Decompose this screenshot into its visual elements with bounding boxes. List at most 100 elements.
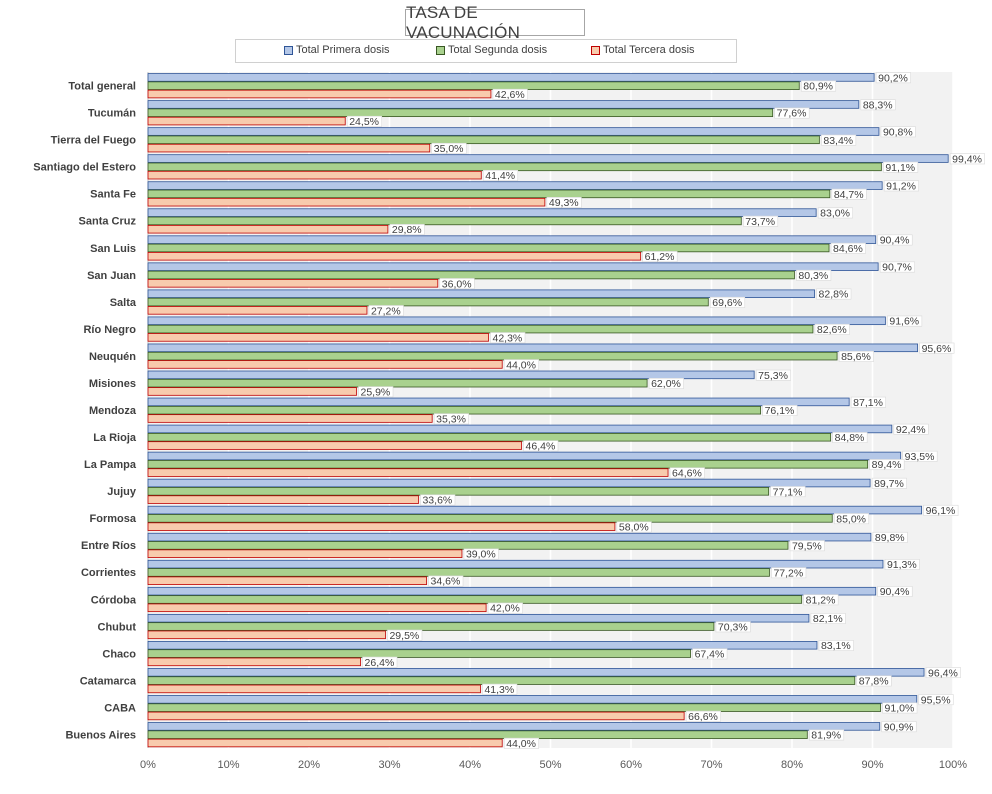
bar (147, 100, 860, 109)
data-label-box (817, 207, 853, 219)
data-label: 44,0% (506, 359, 536, 371)
data-label: 89,8% (875, 532, 905, 544)
data-label-box (503, 359, 540, 371)
data-label-box (642, 251, 678, 263)
bar (147, 252, 642, 261)
data-label: 36,0% (442, 278, 472, 290)
data-label: 82,8% (819, 289, 849, 301)
data-label-box (771, 567, 807, 579)
bar (147, 460, 869, 469)
bar (147, 630, 386, 640)
data-label: 81,9% (811, 730, 841, 742)
bar (147, 695, 918, 704)
bar (147, 478, 871, 488)
bar (147, 224, 389, 234)
data-label-box (814, 323, 850, 335)
data-label-box (431, 142, 467, 154)
data-label-box (893, 423, 929, 435)
legend-label-tercera: Total Tercera dosis (603, 44, 695, 56)
bar (147, 668, 925, 677)
legend-label-segunda: Total Segunda dosis (448, 44, 548, 56)
bar (147, 711, 685, 721)
data-label-box (428, 575, 464, 587)
x-tick-label: 100% (939, 759, 967, 771)
x-tick-label: 90% (861, 759, 883, 771)
legend-item-segunda: Total Segunda dosis (436, 44, 547, 56)
x-tick-label: 0% (140, 759, 156, 771)
bar (147, 81, 800, 90)
category-label: Corrientes (81, 567, 136, 579)
data-label: 87,8% (859, 676, 889, 688)
bar (147, 170, 482, 180)
data-label: 85,6% (841, 351, 871, 363)
bar (147, 495, 419, 504)
data-label-box (709, 296, 746, 308)
data-label-box (871, 477, 907, 489)
bar (147, 297, 709, 307)
x-tick-label: 30% (378, 759, 400, 771)
bar (147, 116, 346, 126)
data-label-box (860, 99, 896, 111)
category-label: CABA (104, 702, 136, 714)
legend-swatch-segunda (436, 45, 445, 55)
data-label-box (742, 215, 779, 227)
bar (147, 181, 883, 190)
data-label: 89,7% (874, 478, 904, 490)
data-label-box (346, 115, 383, 127)
data-label: 99,4% (952, 153, 982, 165)
category-label: Entre Ríos (81, 540, 136, 552)
category-label: Tierra del Fuego (51, 135, 137, 147)
category-label: La Rioja (93, 432, 137, 444)
bar (147, 387, 357, 396)
data-label: 81,2% (806, 594, 836, 606)
data-label: 77,1% (773, 486, 803, 498)
data-label-box (832, 432, 868, 443)
data-label-box (869, 459, 905, 471)
bar (147, 487, 770, 496)
bar (147, 397, 850, 407)
data-label: 89,4% (872, 459, 902, 471)
data-label-box (831, 188, 867, 200)
data-label: 79,5% (792, 540, 822, 552)
data-label-box (902, 450, 938, 462)
bar (147, 351, 838, 361)
data-label: 90,4% (880, 586, 910, 598)
data-label: 44,0% (506, 738, 536, 750)
bar (147, 622, 715, 631)
x-tick-label: 50% (539, 759, 561, 771)
data-label: 35,0% (434, 143, 464, 155)
legend: Total Primera dosis Total Segunda dosis … (235, 39, 737, 63)
data-label-box (433, 413, 469, 425)
bar (147, 738, 503, 748)
category-label: Santiago del Estero (33, 162, 136, 174)
data-label: 70,3% (718, 621, 748, 633)
bar (147, 370, 755, 380)
data-label: 93,5% (905, 451, 935, 463)
data-label-box (715, 621, 751, 633)
bar (147, 108, 774, 118)
data-label: 84,7% (834, 189, 864, 201)
data-label-box (487, 602, 523, 614)
data-label-box (755, 369, 791, 381)
data-label: 84,6% (833, 243, 863, 255)
bar (147, 468, 669, 477)
data-label-box (463, 548, 499, 560)
x-tick-label: 80% (781, 759, 803, 771)
category-label: Buenos Aires (65, 729, 136, 741)
data-label-box (881, 721, 917, 733)
data-label: 41,3% (484, 684, 514, 696)
data-label: 75,3% (758, 370, 788, 382)
bar (147, 306, 368, 315)
data-label-box (808, 729, 845, 741)
bar (147, 657, 361, 667)
data-label-box (919, 342, 955, 354)
data-label: 95,5% (921, 694, 951, 706)
category-label: Santa Fe (90, 189, 136, 201)
bar (147, 613, 810, 623)
data-label: 90,4% (880, 235, 910, 247)
x-tick-label: 60% (620, 759, 642, 771)
bar (147, 289, 815, 298)
category-label: Catamarca (80, 675, 137, 687)
data-label-box (616, 521, 652, 533)
